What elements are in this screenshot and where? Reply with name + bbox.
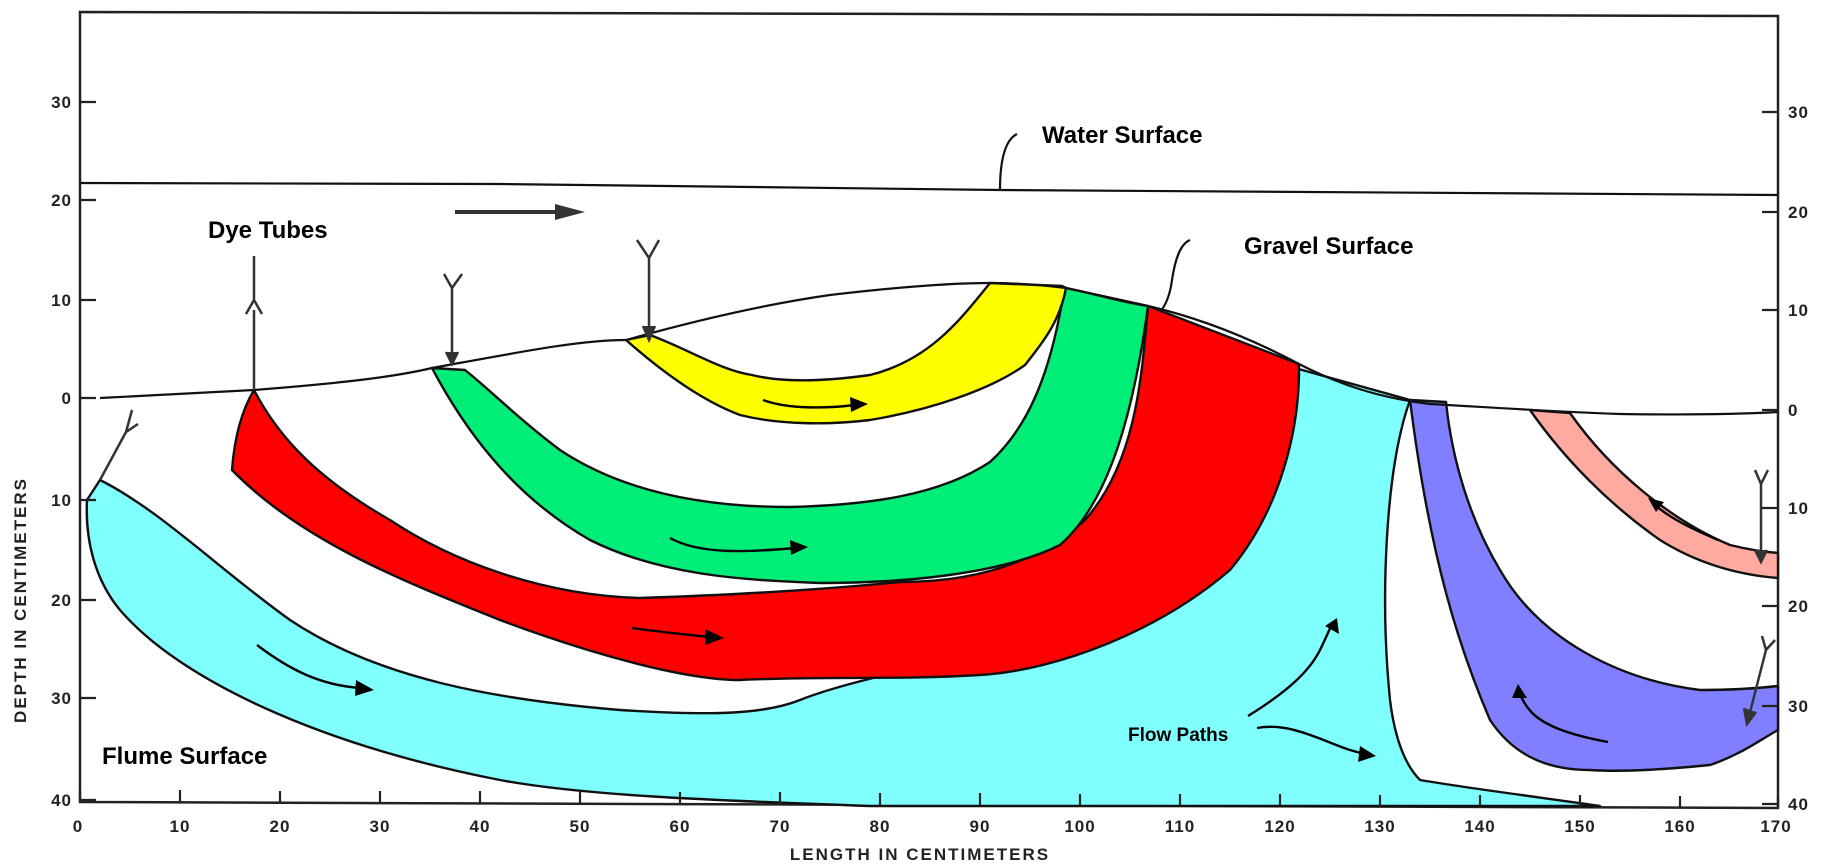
- gravel-surface-leader: [1159, 238, 1191, 313]
- y-tick-label: 0: [1788, 401, 1798, 420]
- y-tick-label: 10: [51, 491, 72, 510]
- y-axis-left: 30 20 10 0 10 20 30 40 DEPTH IN CENTIMET…: [11, 93, 96, 810]
- red-flow-band: [230, 304, 1301, 682]
- x-tick-label: 20: [270, 817, 291, 836]
- y-tick-label: 30: [1788, 103, 1809, 122]
- y-tick-label: 40: [51, 791, 72, 810]
- x-tick-label: 120: [1264, 817, 1295, 836]
- flow-arrow: [762, 397, 868, 412]
- flow-arrow: [1648, 498, 1719, 542]
- dye-tube-icon: [1742, 635, 1776, 728]
- flow-arrow: [1512, 684, 1609, 744]
- x-tick-label: 30: [370, 817, 391, 836]
- flow-arrow: [1256, 725, 1376, 762]
- x-axis-title: LENGTH IN CENTIMETERS: [790, 845, 1050, 864]
- x-tick-label: 160: [1664, 817, 1695, 836]
- dye-tube-icon: [244, 256, 264, 390]
- y-tick-label: 20: [51, 591, 72, 610]
- flow-paths-label: Flow Paths: [1128, 725, 1228, 746]
- x-tick-label: 40: [470, 817, 491, 836]
- gravel-surface-label: Gravel Surface: [1244, 233, 1413, 260]
- x-tick-label: 90: [970, 817, 991, 836]
- flow-arrows: [256, 397, 1719, 762]
- purple-flow-band: [1408, 398, 1780, 772]
- x-tick-label: 0: [73, 817, 83, 836]
- cyan-flow-band: [85, 366, 1602, 808]
- flow-arrow: [669, 536, 808, 555]
- x-tick-label: 80: [870, 817, 891, 836]
- x-tick-label: 110: [1165, 817, 1195, 836]
- x-tick-label: 70: [770, 817, 791, 836]
- water-surface-line: [79, 181, 1779, 197]
- green-flow-band: [430, 286, 1150, 585]
- y-tick-label: 0: [62, 389, 72, 408]
- x-tick-label: 10: [170, 817, 191, 836]
- y-tick-label: 30: [51, 689, 72, 708]
- flume-surface-label: Flume Surface: [102, 743, 267, 770]
- dye-tube-icon: [442, 273, 464, 367]
- gravel-surface-line: [99, 281, 1779, 416]
- x-tick-label: 60: [670, 817, 691, 836]
- dye-tube-icon: [98, 409, 139, 481]
- x-tick-label: 50: [570, 817, 591, 836]
- y-tick-label: 30: [1788, 697, 1809, 716]
- x-tick-label: 170: [1760, 817, 1791, 836]
- y-tick-label: 10: [1788, 301, 1809, 320]
- x-tick-label: 150: [1564, 817, 1595, 836]
- yellow-flow-band: [624, 281, 1068, 425]
- x-tick-label: 140: [1464, 817, 1495, 836]
- y-tick-label: 10: [1788, 499, 1809, 518]
- x-axis: 0 10 20 30 40 50 60 70 80 90 100 110 120…: [73, 790, 1791, 864]
- pink-flow-band: [1528, 408, 1780, 580]
- y-axis-title: DEPTH IN CENTIMETERS: [11, 477, 30, 723]
- flow-arrow: [256, 644, 374, 696]
- flow-arrow: [631, 626, 724, 645]
- y-tick-label: 10: [51, 291, 72, 310]
- y-tick-label: 40: [1788, 795, 1809, 814]
- dye-tube-icon: [635, 239, 661, 344]
- flow-arrow: [1247, 618, 1339, 718]
- dye-tubes-label: Dye Tubes: [208, 217, 328, 244]
- x-tick-label: 130: [1364, 817, 1395, 836]
- flow-direction-arrow: [455, 204, 585, 220]
- dye-tubes: [98, 239, 1776, 728]
- water-surface-leader: [998, 133, 1018, 191]
- y-tick-label: 30: [51, 93, 72, 112]
- y-tick-label: 20: [1788, 203, 1809, 222]
- dye-tube-icon: [1753, 469, 1770, 565]
- water-surface-label: Water Surface: [1042, 122, 1203, 149]
- y-tick-label: 20: [51, 191, 72, 210]
- y-axis-right: 30 20 10 0 10 20 30 40: [1762, 103, 1809, 814]
- y-tick-label: 20: [1788, 597, 1809, 616]
- x-tick-label: 100: [1064, 817, 1095, 836]
